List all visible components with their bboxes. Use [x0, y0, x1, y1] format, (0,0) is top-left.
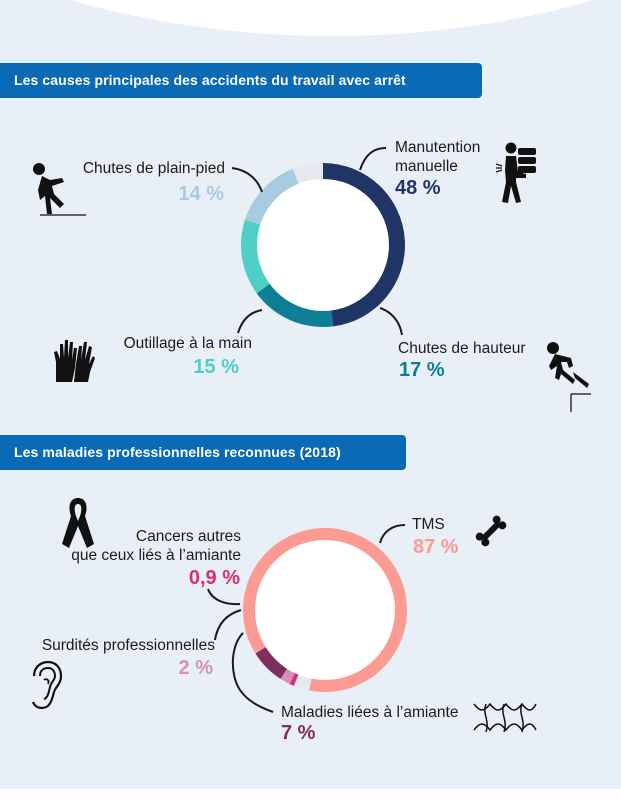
leader-line-tms [379, 524, 406, 544]
label-amiante: Maladies liées à l’amiante [281, 704, 459, 721]
leader-line-manutention [359, 147, 387, 171]
person-slipping-icon [33, 163, 86, 216]
section-header-accidents: Les causes principales des accidents du … [0, 63, 482, 98]
value-hauteur: 17 % [399, 359, 445, 381]
leader-line-outillage [237, 309, 263, 334]
label-cancers-line1: Cancers autres [135, 528, 241, 545]
value-manutention: 48 % [395, 177, 441, 199]
label-hauteur: Chutes de hauteur [398, 340, 526, 357]
value-cancers: 0,9 % [188, 567, 240, 589]
section-header-maladies: Les maladies professionnelles reconnues … [0, 435, 406, 470]
leader-line-cancers [207, 588, 241, 606]
label-surdites: Surdités professionnelles [41, 637, 215, 654]
donut-2-hole [255, 540, 395, 680]
label-outillage: Outillage à la main [123, 335, 252, 352]
cancer-ribbon-icon [62, 498, 94, 548]
value-tms: 87 % [413, 536, 459, 558]
leader-line-plain-pied [231, 167, 263, 193]
value-amiante: 7 % [281, 722, 316, 744]
leader-line-surdites [214, 609, 242, 641]
leader-line-amiante [231, 632, 274, 713]
person-carrying-boxes-icon [496, 142, 536, 203]
label-cancers-line2: que ceux liés à l’amiante [71, 547, 241, 564]
person-falling-from-height-icon [547, 342, 591, 412]
value-outillage: 15 % [193, 356, 239, 378]
value-surdites: 2 % [178, 657, 213, 679]
label-manutention-line1: Manutention [395, 139, 481, 156]
label-manutention-line2: manuelle [395, 158, 458, 175]
leader-line-hauteur [379, 307, 403, 336]
label-tms: TMS [412, 516, 445, 533]
label-plain-pied: Chutes de plain-pied [82, 160, 225, 177]
bone-icon [475, 515, 507, 547]
donut-1-hole [257, 179, 389, 311]
asbestos-fibers-icon [473, 702, 537, 733]
gloves-icon [54, 340, 95, 382]
value-plain-pied: 14 % [178, 183, 224, 205]
ear-icon [31, 660, 63, 710]
